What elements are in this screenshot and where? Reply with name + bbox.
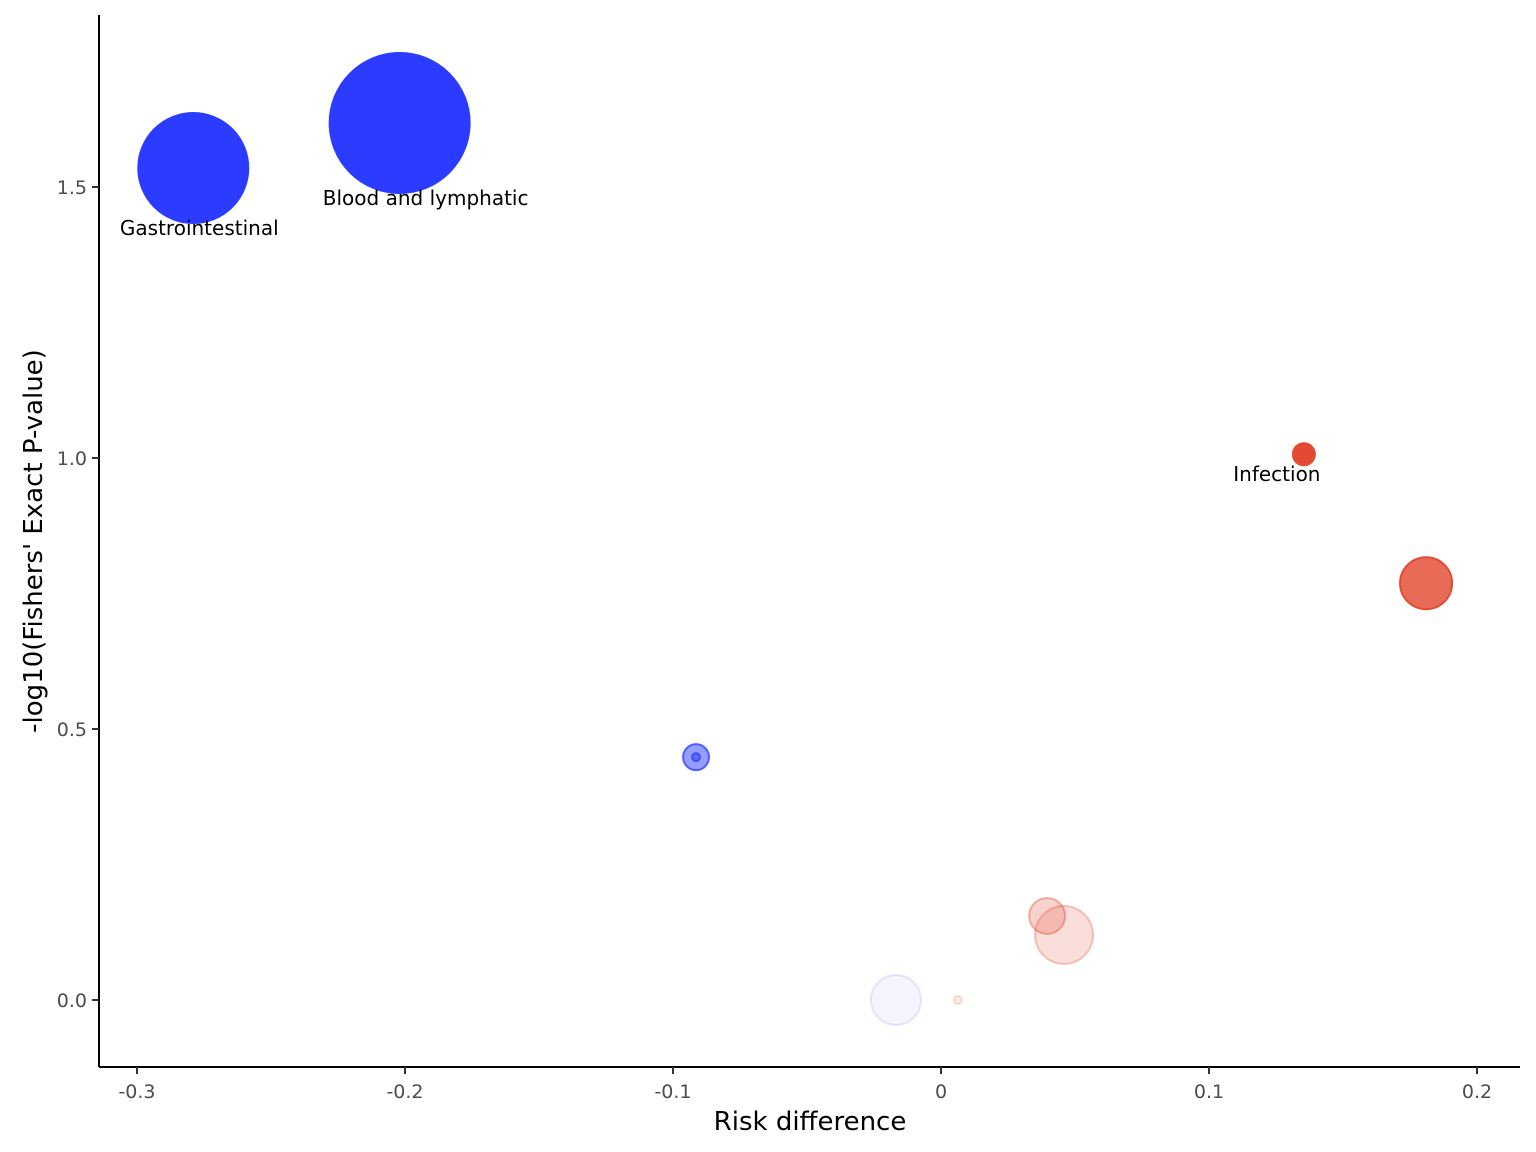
y-tick-label: 1.0 xyxy=(57,448,87,470)
data-point xyxy=(1399,556,1454,611)
y-tick-label: 1.5 xyxy=(57,177,87,199)
x-tick-label: -0.2 xyxy=(386,1081,423,1103)
point-label: Infection xyxy=(1233,462,1320,486)
data-point xyxy=(1291,442,1316,467)
data-point xyxy=(691,752,702,763)
x-ticks: -0.3 -0.2 -0.1 0 0.1 0.2 xyxy=(118,1067,1492,1103)
data-point xyxy=(1028,896,1067,935)
data-point xyxy=(869,974,922,1026)
x-tick-label: 0 xyxy=(935,1081,947,1103)
y-tick-label: 0.0 xyxy=(57,990,87,1012)
x-tick-label: -0.3 xyxy=(118,1081,155,1103)
point-labels-layer: Gastrointestinal Blood and lymphatic Infec… xyxy=(120,186,1321,486)
y-tick-label: 0.5 xyxy=(57,719,87,741)
points-layer xyxy=(137,52,1454,1026)
point-label: Gastrointestinal xyxy=(120,216,279,240)
point-label: Blood and lymphatic xyxy=(323,186,529,210)
x-tick-label: -0.1 xyxy=(654,1081,691,1103)
data-point xyxy=(952,995,963,1005)
y-axis-label: -log10(Fishers' Exact P-value) xyxy=(19,349,49,733)
y-ticks: 0.0 0.5 1.0 1.5 xyxy=(57,177,99,1012)
data-point xyxy=(137,112,250,225)
x-tick-label: 0.2 xyxy=(1462,1081,1492,1103)
x-axis-label: Risk difference xyxy=(714,1107,907,1137)
data-point xyxy=(1034,904,1095,965)
x-tick-label: 0.1 xyxy=(1194,1081,1224,1103)
data-point xyxy=(328,52,471,195)
